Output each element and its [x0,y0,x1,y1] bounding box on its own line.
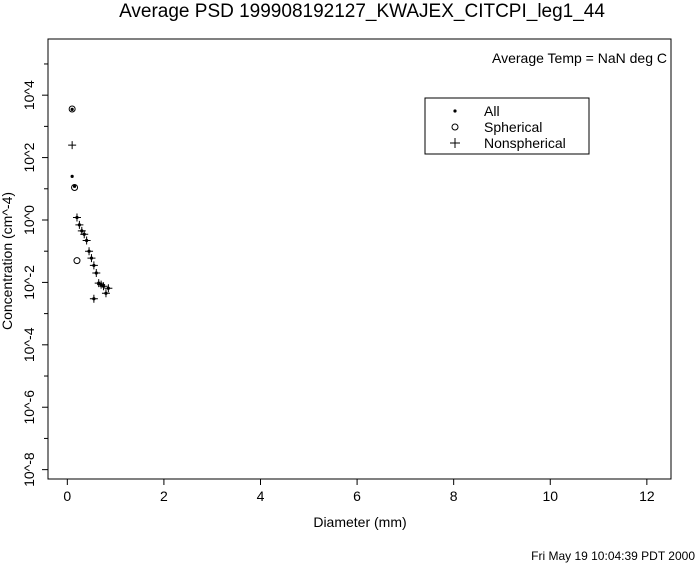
y-tick-label: 10^-4 [21,327,37,362]
x-tick-label: 4 [257,488,265,504]
data-points [68,105,113,303]
y-tick-label: 10^2 [21,142,37,172]
x-tick-label: 8 [450,488,458,504]
legend-label-all: All [484,103,500,119]
point-nonspherical [104,284,113,293]
point-nonspherical [87,254,96,263]
x-axis-label: Diameter (mm) [313,514,406,530]
point-all [70,174,74,178]
footer-timestamp: Fri May 19 10:04:39 PDT 2000 [531,549,695,563]
y-tick-label: 10^-6 [21,390,37,425]
y-tick-label: 10^-2 [21,265,37,300]
point-nonspherical [99,282,108,291]
point-nonspherical [89,294,98,303]
point-spherical [68,105,76,113]
x-tick-label: 2 [160,488,168,504]
point-nonspherical [72,213,81,222]
x-axis: 0 2 4 6 8 10 12 [63,479,655,504]
point-nonspherical [101,289,110,298]
y-tick-label: 10^4 [21,80,37,110]
point-nonspherical [82,236,91,245]
x-tick-label: 0 [63,488,71,504]
legend: All Spherical Nonspherical [424,97,590,155]
x-tick-label: 10 [542,488,558,504]
point-all [72,184,77,188]
point-nonspherical [92,269,101,278]
point-all [70,107,74,111]
legend-box [424,97,590,155]
legend-label-spherical: Spherical [484,119,542,135]
point-nonspherical [89,261,98,270]
y-tick-label: 10^0 [21,205,37,235]
y-tick-label: 10^-8 [21,452,37,487]
x-tick-label: 6 [353,488,361,504]
legend-marker-nonspherical [450,138,460,148]
legend-label-nonspherical: Nonspherical [484,135,566,151]
point-nonspherical [75,220,84,229]
point-nonspherical [80,230,89,239]
point-spherical [73,257,81,265]
chart-title: Average PSD 199908192127_KWAJEX_CITCPI_l… [119,1,605,22]
y-axis-label: Concentration (cm^-4) [0,192,15,330]
y-axis: 10^-8 10^-6 10^-4 10^-2 10^0 10^2 10^4 [21,63,48,487]
temperature-annotation: Average Temp = NaN deg C [492,50,667,66]
point-nonspherical [68,141,77,150]
legend-marker-spherical [451,123,459,131]
legend-marker-all [453,109,457,113]
point-spherical [71,183,79,191]
x-tick-label: 12 [639,488,655,504]
plot-frame [47,38,672,480]
point-nonspherical [85,247,94,256]
